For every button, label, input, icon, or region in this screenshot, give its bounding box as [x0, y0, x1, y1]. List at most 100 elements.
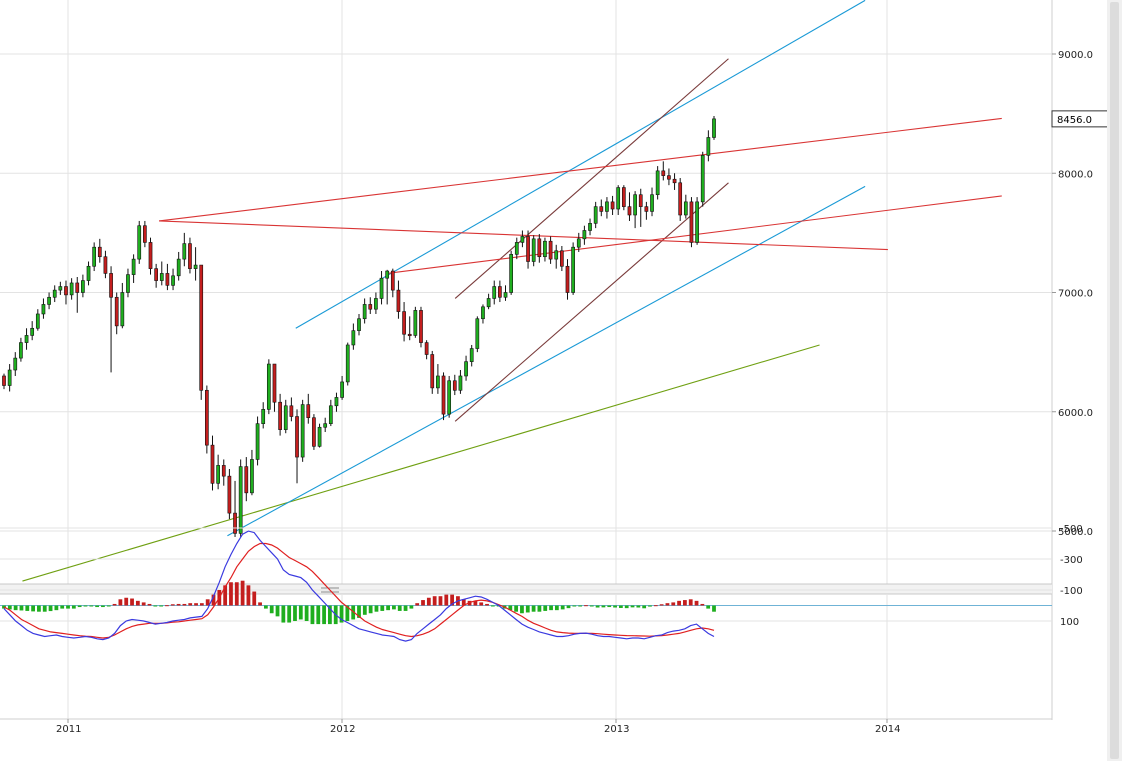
macd-histogram-bar — [607, 605, 612, 608]
candle-body — [58, 286, 63, 291]
macd-histogram-bar — [258, 602, 262, 606]
candle-body — [81, 280, 85, 293]
trendline[interactable] — [22, 344, 820, 582]
macd-histogram-bar — [392, 605, 396, 610]
macd-histogram-bar — [624, 605, 629, 609]
macd-histogram-bar — [508, 605, 513, 611]
candle-body — [328, 405, 333, 424]
candle-body — [655, 170, 660, 196]
candle-body — [661, 170, 666, 176]
macd-histogram-bar — [397, 605, 402, 611]
macd-histogram-bar — [601, 605, 606, 608]
candle-body — [633, 194, 637, 216]
macd-tick-label: -300 — [1060, 555, 1083, 566]
price-tick-label: 7000.0 — [1058, 289, 1093, 300]
macd-histogram-bar — [368, 605, 373, 614]
candle-body — [605, 201, 609, 212]
macd-tick-label: -100 — [1060, 586, 1083, 597]
candle-body — [554, 250, 559, 260]
candle-body — [368, 304, 373, 310]
candle-body — [216, 465, 220, 484]
macd-histogram-bar — [450, 594, 455, 606]
candle-body — [374, 298, 378, 310]
candle-body — [402, 311, 406, 335]
candle-body — [481, 306, 485, 320]
scrollbar-thumb[interactable] — [1110, 2, 1119, 759]
candle-body — [616, 187, 621, 210]
macd-histogram-bar — [339, 605, 344, 623]
candle-body — [137, 225, 142, 260]
candle-body — [52, 289, 57, 298]
candle-body — [706, 137, 711, 156]
candle-body — [210, 444, 215, 484]
candle-body — [683, 201, 688, 216]
macd-histogram-bar — [584, 605, 588, 607]
candle-body — [182, 243, 187, 260]
macd-histogram-bar — [677, 600, 681, 606]
candle-body — [7, 369, 12, 386]
macd-histogram-bar — [211, 594, 216, 606]
candle-body — [413, 310, 418, 336]
x-tick-label: 2014 — [875, 724, 900, 735]
candle-body — [492, 286, 497, 299]
macd-histogram-bar — [560, 605, 565, 610]
macd-histogram-bar — [630, 605, 635, 608]
candle-body — [526, 236, 530, 262]
candle-body — [514, 242, 519, 255]
macd-histogram-bar — [618, 605, 623, 608]
trendline[interactable] — [159, 220, 888, 251]
trendline[interactable] — [295, 0, 866, 329]
candle-body — [75, 282, 80, 293]
macd-histogram-bar — [316, 605, 321, 625]
macd-histogram-bar — [118, 599, 123, 606]
macd-histogram-bar — [7, 605, 12, 610]
macd-histogram-bar — [345, 605, 350, 621]
candle-body — [255, 423, 260, 460]
candle-body — [41, 304, 46, 315]
macd-histogram-bar — [613, 605, 617, 608]
candle-body — [610, 201, 615, 210]
macd-histogram-bar — [322, 605, 326, 625]
macd-histogram-bar — [263, 605, 268, 609]
candle-body — [35, 313, 40, 329]
candle-body — [379, 277, 384, 299]
macd-histogram-bar — [438, 596, 443, 606]
candle-body — [436, 375, 440, 389]
macd-histogram-bar — [694, 600, 699, 606]
macd-histogram-bar — [77, 605, 82, 608]
candle-body — [171, 275, 175, 286]
trendline[interactable] — [454, 182, 729, 422]
candle-body — [531, 238, 536, 262]
trendlines[interactable] — [22, 0, 1002, 582]
candle-body — [593, 206, 598, 224]
last-price-label: 8456.0 — [1057, 115, 1092, 126]
trendline[interactable] — [386, 195, 1002, 274]
macd-histogram-bar — [246, 585, 251, 606]
macd-histogram-bar — [712, 605, 716, 612]
candle-body — [560, 250, 564, 267]
candle-body — [2, 375, 6, 386]
macd-histogram-bar — [252, 591, 257, 606]
candle-body — [340, 381, 344, 398]
macd-histogram-bar — [25, 605, 30, 611]
candle-body — [469, 348, 474, 362]
macd-histogram-bar — [525, 605, 530, 613]
macd-histogram-bar — [89, 605, 94, 607]
panel-separator[interactable] — [0, 584, 1052, 594]
macd-histogram-bar — [659, 604, 664, 606]
macd-histogram-bar — [700, 603, 705, 606]
candle-body — [407, 333, 412, 337]
macd-histogram-bar — [287, 605, 292, 623]
candle-body — [362, 304, 367, 320]
candle-body — [351, 330, 356, 346]
macd-histogram-bar — [304, 605, 309, 621]
candle-body — [13, 357, 18, 371]
candle-body — [283, 405, 288, 430]
candle-body — [323, 423, 328, 428]
macd-histogram-bar — [31, 605, 35, 612]
candle-body — [205, 389, 209, 446]
macd-histogram-bar — [130, 598, 134, 606]
trendline[interactable] — [159, 117, 1002, 222]
macd-histogram-bar — [671, 602, 676, 606]
